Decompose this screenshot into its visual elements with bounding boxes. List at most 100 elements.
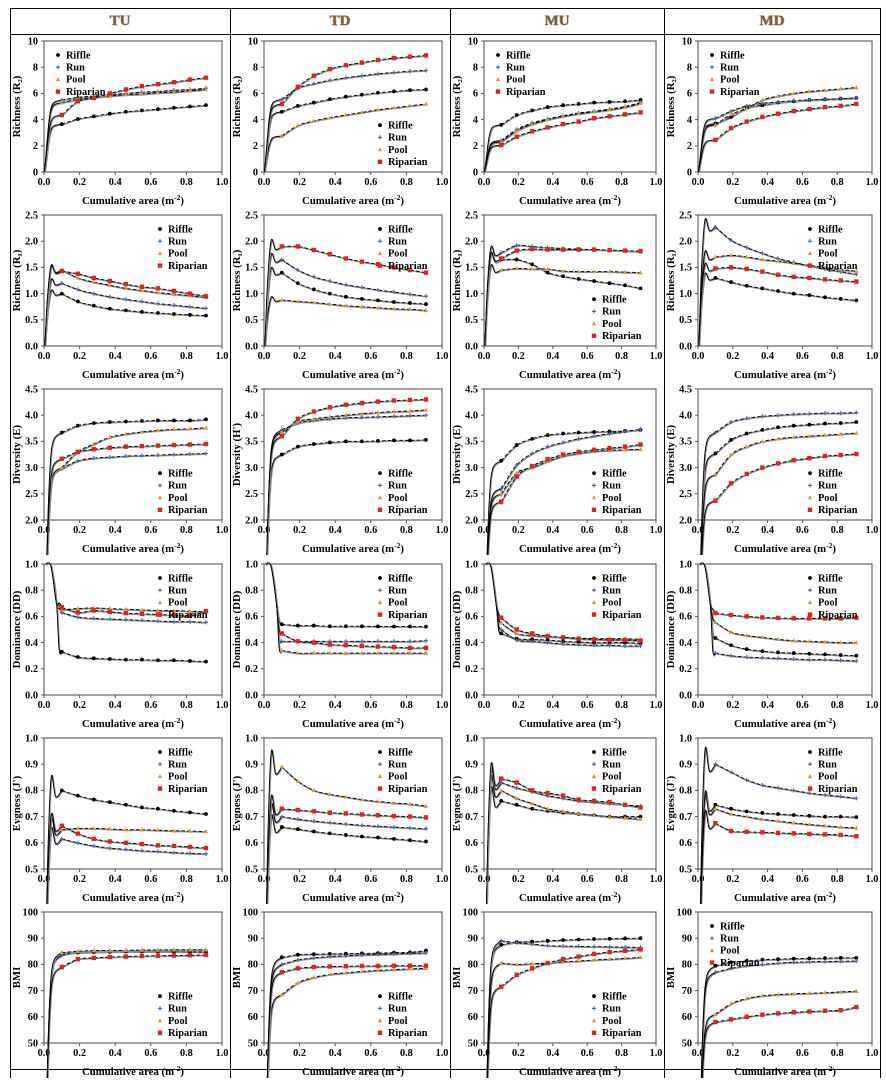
- svg-text:Pool: Pool: [720, 75, 740, 86]
- svg-text:0.8: 0.8: [679, 586, 692, 597]
- svg-text:0.8: 0.8: [400, 1048, 413, 1059]
- svg-text:Cumulative area (m-2): Cumulative area (m-2): [302, 367, 404, 382]
- svg-text:80: 80: [28, 960, 38, 971]
- svg-text:Cumulative area (m-2): Cumulative area (m-2): [82, 541, 184, 556]
- svg-text:Riffle: Riffle: [168, 573, 193, 584]
- svg-text:80: 80: [248, 960, 258, 971]
- svg-text:1.0: 1.0: [216, 177, 229, 188]
- svg-text:0.2: 0.2: [73, 1048, 86, 1059]
- svg-text:2.5: 2.5: [679, 210, 692, 221]
- svg-text:Run: Run: [388, 481, 407, 492]
- svg-text:Richness (R₁): Richness (R₁): [231, 249, 243, 311]
- svg-text:BMI: BMI: [451, 967, 463, 989]
- svg-text:0.4: 0.4: [109, 351, 122, 362]
- svg-text:0.7: 0.7: [245, 812, 258, 823]
- svg-text:Riparian: Riparian: [818, 784, 858, 795]
- svg-text:1.0: 1.0: [436, 700, 449, 711]
- svg-text:0.0: 0.0: [692, 700, 705, 711]
- svg-text:Cumulative area (m-2): Cumulative area (m-2): [519, 367, 621, 382]
- svg-text:0.0: 0.0: [692, 351, 705, 362]
- svg-text:Cumulative area (m-2): Cumulative area (m-2): [302, 541, 404, 556]
- svg-text:0.6: 0.6: [144, 351, 157, 362]
- svg-text:0.0: 0.0: [679, 341, 692, 352]
- svg-text:Riparian: Riparian: [602, 784, 642, 795]
- svg-text:0.4: 0.4: [329, 525, 342, 536]
- svg-text:2.0: 2.0: [465, 237, 478, 248]
- svg-text:1.5: 1.5: [25, 263, 38, 274]
- svg-text:Pool: Pool: [818, 598, 838, 609]
- svg-text:0.2: 0.2: [73, 177, 86, 188]
- svg-text:1.0: 1.0: [866, 700, 879, 711]
- svg-text:2.5: 2.5: [245, 489, 258, 500]
- svg-text:0.0: 0.0: [38, 177, 51, 188]
- svg-text:Cumulative area (m-2): Cumulative area (m-2): [82, 716, 184, 731]
- svg-text:Pool: Pool: [388, 249, 408, 260]
- svg-text:1.0: 1.0: [25, 289, 38, 300]
- svg-text:8: 8: [33, 63, 38, 74]
- svg-text:0.4: 0.4: [329, 177, 342, 188]
- svg-text:Run: Run: [388, 1004, 407, 1015]
- svg-text:0.8: 0.8: [180, 525, 193, 536]
- svg-text:0.2: 0.2: [512, 1048, 525, 1059]
- svg-text:Riparian: Riparian: [168, 261, 208, 272]
- svg-text:0.8: 0.8: [400, 177, 413, 188]
- svg-text:0.6: 0.6: [144, 874, 157, 885]
- svg-text:0.2: 0.2: [293, 177, 306, 188]
- svg-text:Pool: Pool: [388, 598, 408, 609]
- svg-text:0.8: 0.8: [400, 351, 413, 362]
- svg-text:0.4: 0.4: [329, 700, 342, 711]
- svg-text:1.0: 1.0: [650, 177, 663, 188]
- svg-text:0.8: 0.8: [615, 351, 628, 362]
- svg-text:90: 90: [28, 934, 38, 945]
- svg-text:0.6: 0.6: [25, 612, 38, 623]
- svg-text:0: 0: [473, 167, 478, 178]
- svg-text:Diversity (E): Diversity (E): [665, 425, 677, 484]
- svg-text:0.7: 0.7: [679, 812, 692, 823]
- svg-text:Run: Run: [506, 63, 525, 74]
- svg-text:0.6: 0.6: [796, 351, 809, 362]
- svg-text:70: 70: [248, 986, 258, 997]
- svg-text:0.0: 0.0: [245, 341, 258, 352]
- svg-text:2.5: 2.5: [465, 489, 478, 500]
- svg-text:Riffle: Riffle: [818, 573, 843, 584]
- svg-text:4.0: 4.0: [245, 411, 258, 422]
- svg-text:3.0: 3.0: [465, 463, 478, 474]
- svg-text:BMI: BMI: [11, 967, 23, 989]
- svg-text:1.0: 1.0: [436, 1048, 449, 1059]
- svg-text:3.0: 3.0: [25, 463, 38, 474]
- svg-text:Cumulative area (m-2): Cumulative area (m-2): [302, 193, 404, 208]
- svg-text:Riparian: Riparian: [602, 610, 642, 621]
- svg-text:Riparian: Riparian: [388, 261, 428, 272]
- svg-text:0.6: 0.6: [364, 525, 377, 536]
- svg-text:Richness (R₁): Richness (R₁): [451, 249, 463, 311]
- svg-text:3.5: 3.5: [25, 437, 38, 448]
- svg-text:Riparian: Riparian: [168, 1028, 208, 1039]
- svg-text:0.8: 0.8: [400, 700, 413, 711]
- svg-text:0.8: 0.8: [615, 525, 628, 536]
- svg-text:0.8: 0.8: [245, 786, 258, 797]
- svg-text:0.2: 0.2: [293, 525, 306, 536]
- svg-text:10: 10: [248, 36, 258, 47]
- svg-text:Evgness (J'): Evgness (J'): [451, 775, 463, 831]
- svg-text:Riffle: Riffle: [506, 50, 531, 61]
- svg-text:0.6: 0.6: [796, 1048, 809, 1059]
- svg-text:Pool: Pool: [602, 1016, 622, 1027]
- svg-text:0.0: 0.0: [25, 690, 38, 701]
- svg-text:2.0: 2.0: [25, 237, 38, 248]
- svg-text:Riffle: Riffle: [388, 747, 413, 758]
- svg-text:1.0: 1.0: [866, 874, 879, 885]
- svg-text:0.4: 0.4: [25, 638, 38, 649]
- svg-text:0.6: 0.6: [245, 838, 258, 849]
- svg-text:0.8: 0.8: [615, 177, 628, 188]
- svg-text:0.0: 0.0: [258, 351, 271, 362]
- svg-text:Cumulative area (m-2): Cumulative area (m-2): [82, 1064, 184, 1079]
- svg-text:0.8: 0.8: [831, 351, 844, 362]
- svg-text:1.5: 1.5: [465, 263, 478, 274]
- svg-text:0.6: 0.6: [364, 177, 377, 188]
- svg-text:0.6: 0.6: [581, 177, 594, 188]
- svg-text:4: 4: [473, 115, 478, 126]
- svg-text:1.0: 1.0: [216, 351, 229, 362]
- svg-text:Pool: Pool: [66, 75, 86, 86]
- svg-text:0.6: 0.6: [581, 874, 594, 885]
- svg-text:2.5: 2.5: [465, 210, 478, 221]
